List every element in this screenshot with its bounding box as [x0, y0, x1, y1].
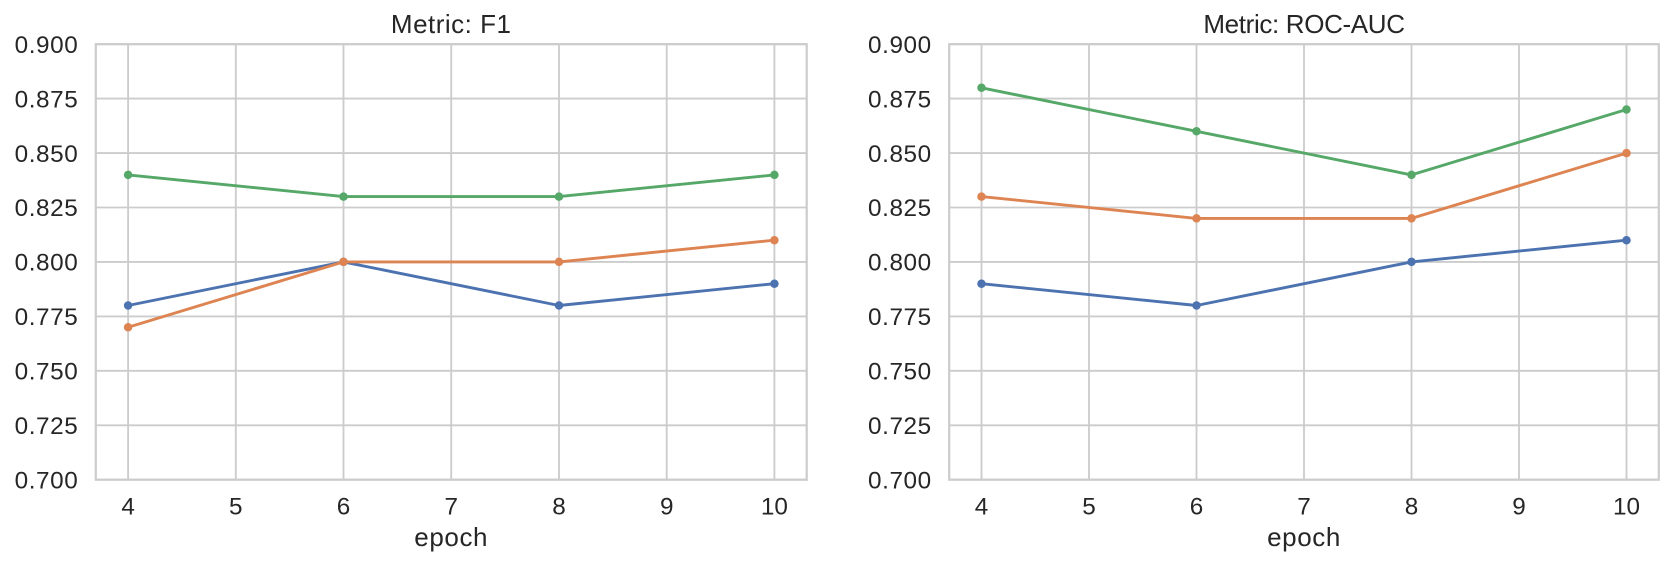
svg-text:8: 8 [1405, 494, 1419, 521]
svg-text:0.725: 0.725 [15, 413, 79, 440]
svg-text:7: 7 [444, 494, 458, 521]
svg-text:0.750: 0.750 [868, 359, 932, 386]
svg-text:6: 6 [337, 494, 351, 521]
svg-text:9: 9 [1512, 494, 1526, 521]
svg-text:10: 10 [761, 494, 788, 521]
svg-text:0.825: 0.825 [868, 195, 932, 222]
svg-text:5: 5 [229, 494, 243, 521]
svg-text:Metric: ROC-AUC: Metric: ROC-AUC [1203, 9, 1404, 39]
svg-text:epoch: epoch [414, 522, 488, 552]
svg-text:0.800: 0.800 [868, 250, 932, 277]
svg-text:0.900: 0.900 [868, 32, 932, 59]
svg-text:0.875: 0.875 [15, 86, 79, 113]
svg-text:7: 7 [1297, 494, 1311, 521]
svg-text:epoch: epoch [1267, 522, 1341, 552]
svg-text:4: 4 [121, 494, 135, 521]
svg-text:0.850: 0.850 [868, 141, 932, 168]
svg-text:0.775: 0.775 [868, 304, 932, 331]
svg-text:0.875: 0.875 [868, 86, 932, 113]
svg-text:0.825: 0.825 [15, 195, 79, 222]
svg-text:0.750: 0.750 [15, 359, 79, 386]
svg-text:0.700: 0.700 [15, 467, 79, 494]
svg-text:10: 10 [1613, 494, 1640, 521]
svg-text:0.775: 0.775 [15, 304, 79, 331]
svg-text:0.850: 0.850 [15, 141, 79, 168]
svg-text:0.700: 0.700 [868, 467, 932, 494]
svg-text:0.900: 0.900 [15, 32, 79, 59]
svg-text:6: 6 [1190, 494, 1204, 521]
svg-text:Metric: F1: Metric: F1 [391, 9, 512, 39]
svg-text:0.800: 0.800 [15, 250, 79, 277]
svg-text:4: 4 [975, 494, 989, 521]
svg-text:8: 8 [552, 494, 566, 521]
svg-text:5: 5 [1082, 494, 1096, 521]
svg-text:0.725: 0.725 [868, 413, 932, 440]
svg-text:9: 9 [660, 494, 674, 521]
